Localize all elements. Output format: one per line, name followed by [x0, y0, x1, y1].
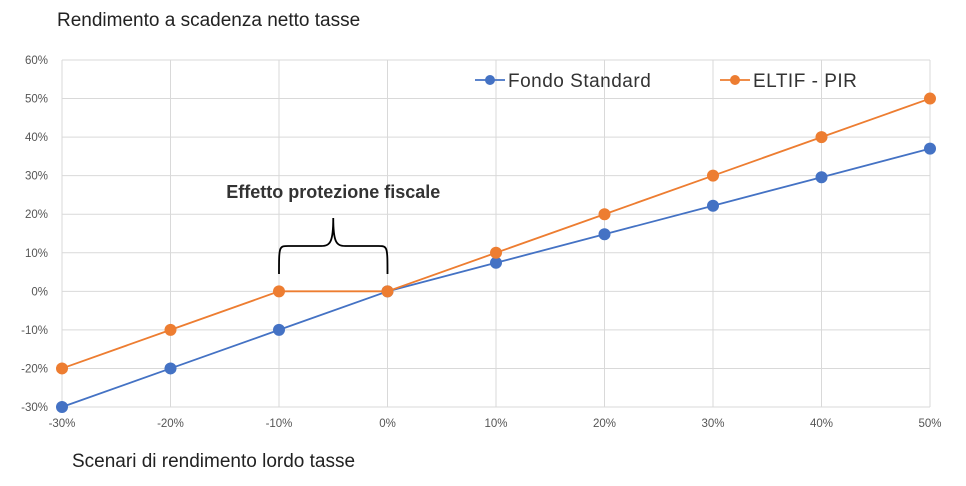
axis-ticks: -30% -20% -10% 0% 10% 20% 30% 40% 50% 60% -30% -20%… — [21, 55, 941, 430]
y-tick-label: 50% — [25, 94, 48, 106]
x-tick-label: 0% — [379, 418, 396, 430]
series-lines — [56, 92, 936, 413]
legend-label: Fondo Standard — [508, 71, 651, 92]
y-tick-label: 0% — [31, 286, 48, 298]
y-tick-label: 30% — [25, 171, 48, 183]
data-point — [164, 362, 177, 375]
data-point — [490, 256, 502, 269]
data-point — [815, 131, 828, 144]
data-point — [56, 401, 68, 413]
data-point — [273, 285, 285, 298]
gridlines — [61, 59, 931, 408]
data-point — [598, 228, 611, 241]
legend-item-fondo-standard: Fondo Standard — [475, 71, 651, 92]
data-point — [164, 323, 177, 336]
x-tick-label: 40% — [810, 418, 833, 430]
data-point — [598, 208, 611, 221]
x-tick-label: 50% — [918, 418, 941, 430]
data-point — [56, 362, 68, 375]
x-tick-label: -30% — [49, 418, 76, 430]
chart-title: Rendimento a scadenza netto tasse — [57, 10, 361, 31]
data-point — [707, 169, 719, 182]
data-point — [924, 92, 936, 105]
data-point — [381, 285, 394, 298]
legend-item-eltif-pir: ELTIF - PIR — [720, 71, 857, 92]
annotation: Effetto protezione fiscale — [226, 182, 440, 275]
annotation-brace — [278, 217, 389, 275]
x-tick-label: 10% — [484, 418, 507, 430]
data-point — [273, 323, 285, 336]
y-tick-label: 60% — [25, 55, 48, 67]
x-axis-title: Scenari di rendimento lordo tasse — [72, 451, 356, 472]
y-tick-label: 20% — [25, 209, 48, 221]
x-tick-label: -20% — [157, 418, 184, 430]
annotation-label: Effetto protezione fiscale — [226, 182, 440, 202]
x-tick-label: -10% — [266, 418, 293, 430]
y-tick-label: -20% — [21, 363, 48, 375]
data-point — [490, 246, 502, 259]
data-point — [924, 142, 936, 155]
x-tick-label: 30% — [701, 418, 724, 430]
legend-swatch-marker — [485, 75, 495, 85]
legend-swatch-marker — [730, 75, 740, 85]
y-tick-label: -30% — [21, 402, 48, 414]
x-tick-label: 20% — [593, 418, 616, 430]
y-tick-label: -10% — [21, 325, 48, 337]
legend: Fondo Standard ELTIF - PIR — [475, 71, 857, 92]
y-tick-label: 10% — [25, 248, 48, 260]
data-point — [707, 199, 719, 212]
y-tick-label: 40% — [25, 132, 48, 144]
data-point — [815, 171, 828, 184]
legend-label: ELTIF - PIR — [753, 71, 857, 92]
